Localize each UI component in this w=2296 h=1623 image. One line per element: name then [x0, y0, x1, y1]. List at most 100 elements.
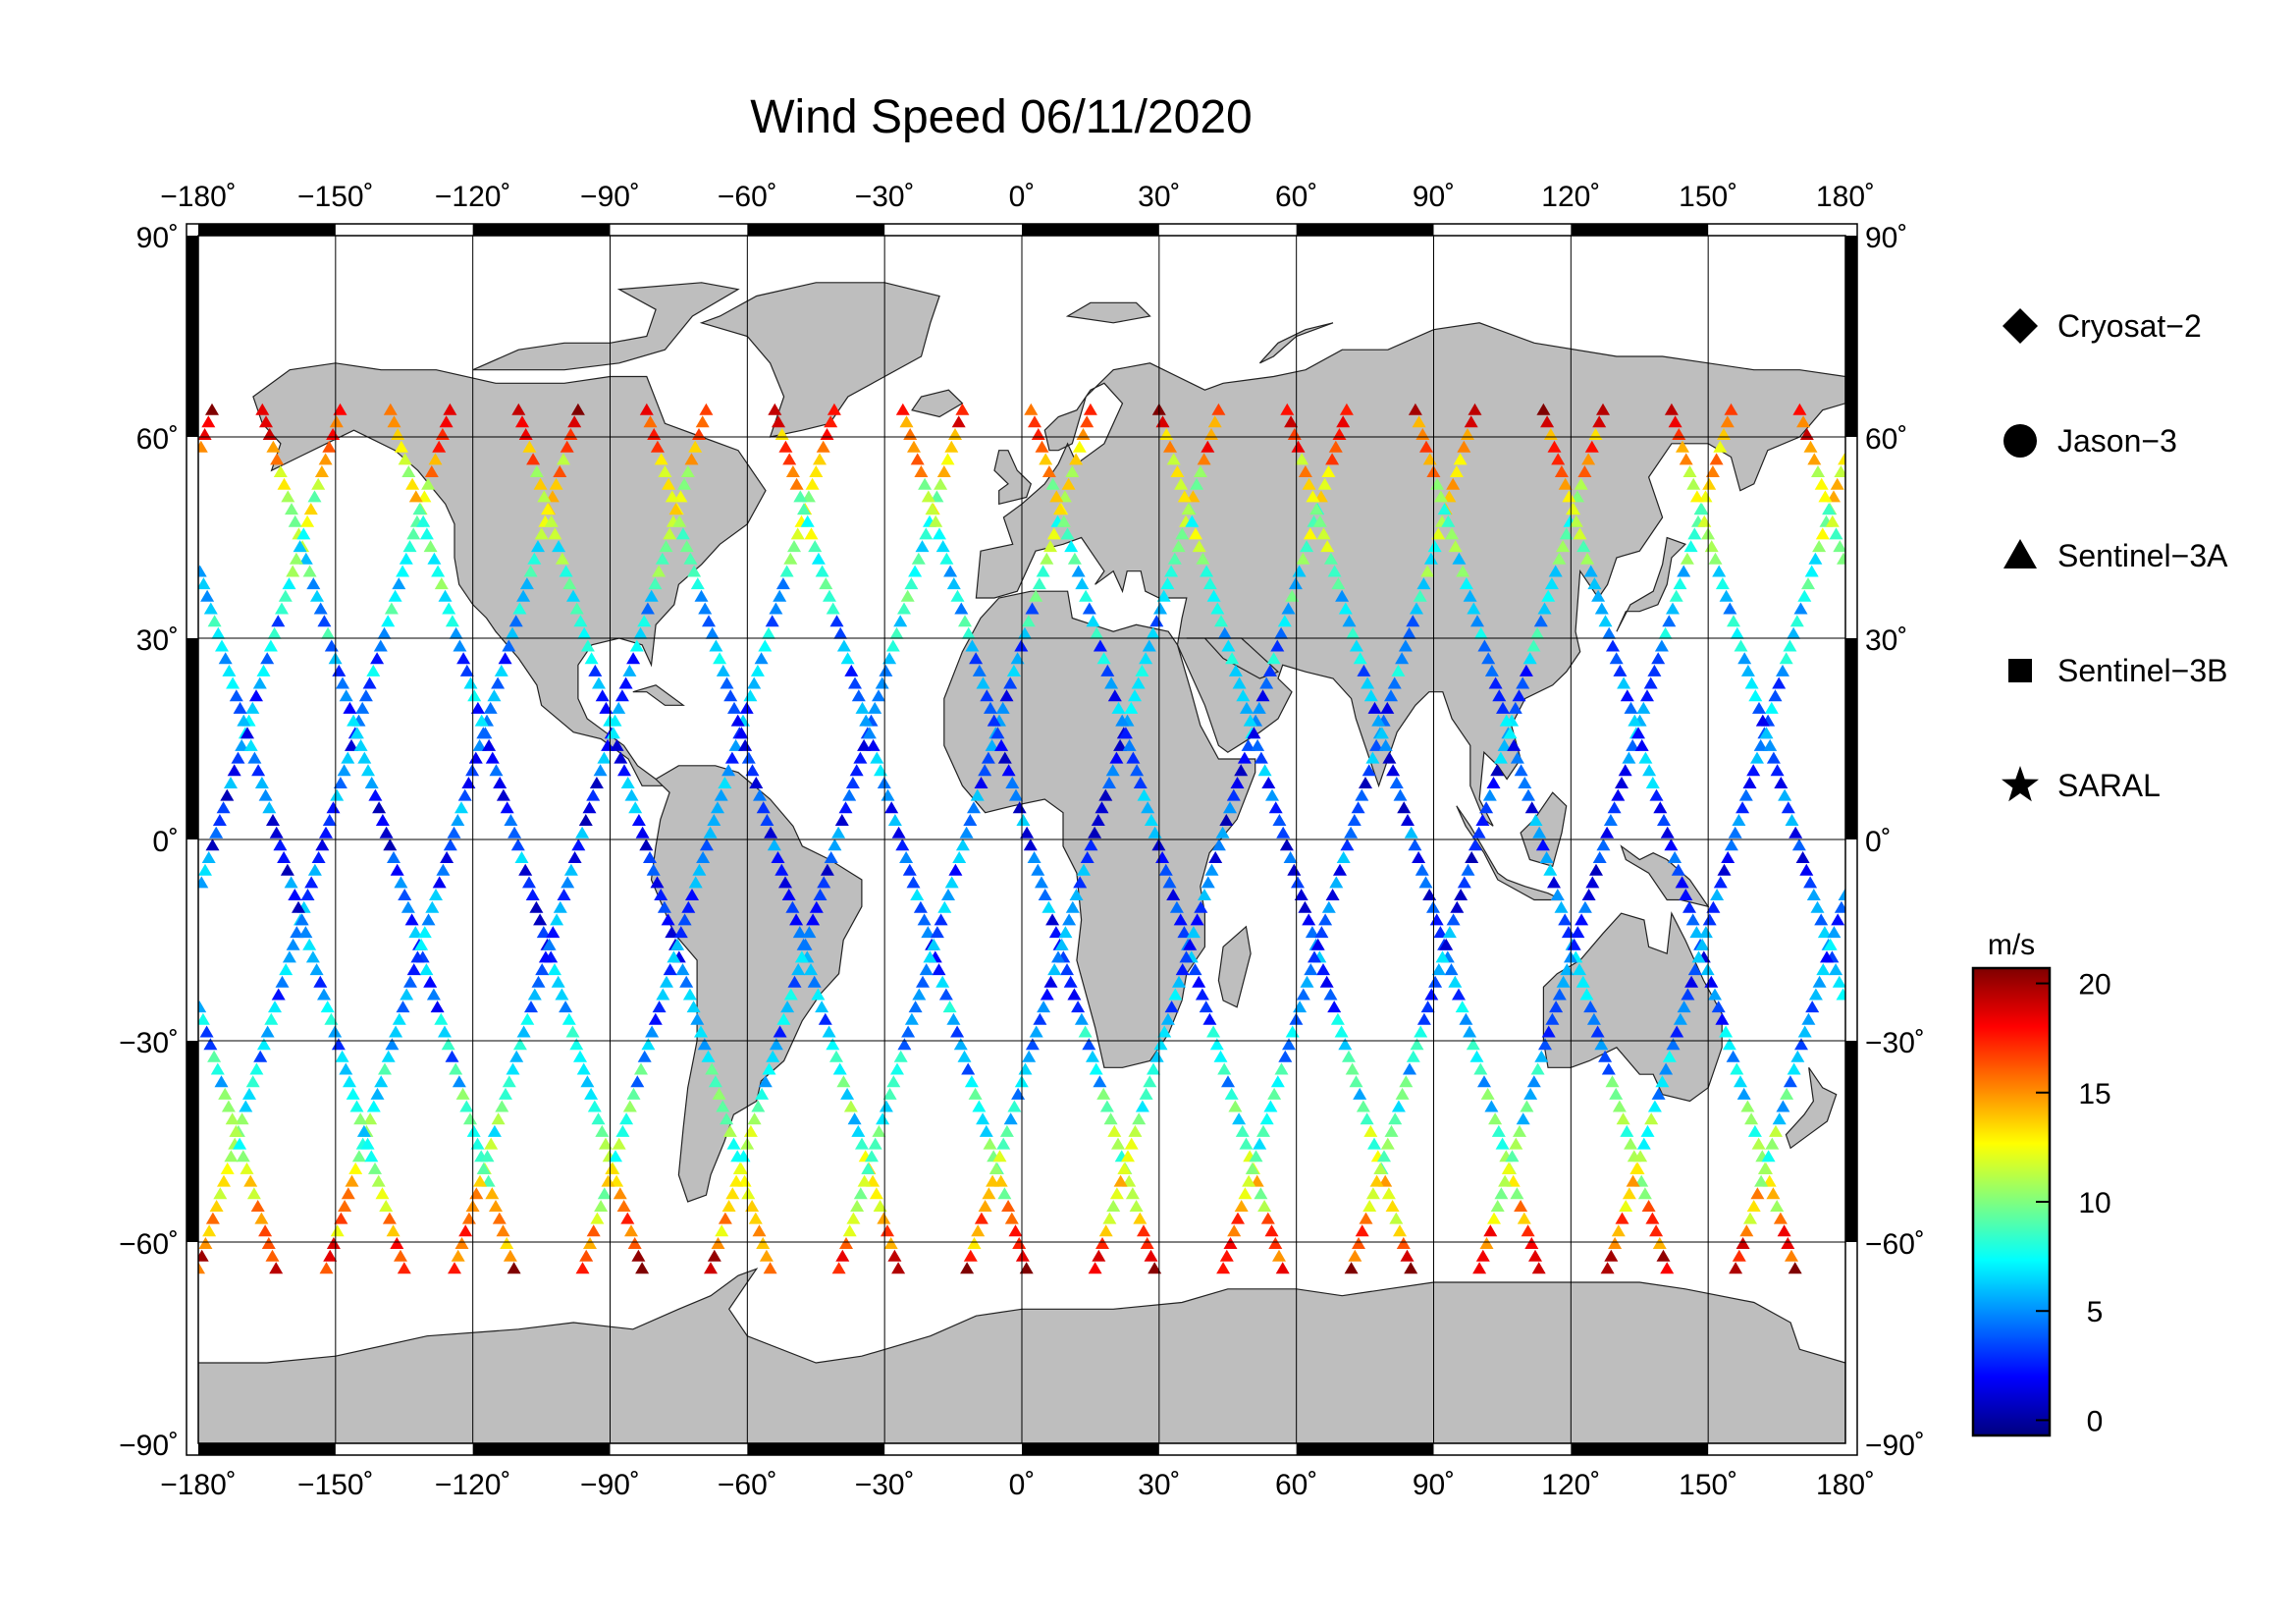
track-point — [881, 1224, 894, 1237]
track-point — [1253, 1137, 1267, 1150]
track-point — [889, 626, 904, 639]
track-point — [559, 565, 573, 577]
track-point — [1645, 1212, 1660, 1224]
track-point — [1795, 851, 1810, 863]
track-4 — [383, 403, 650, 1274]
track-point — [349, 1100, 364, 1112]
track-point — [233, 1137, 247, 1150]
track-point — [1327, 565, 1342, 577]
track-point — [406, 963, 421, 976]
track-point — [1082, 1038, 1096, 1051]
track-point — [1660, 1262, 1675, 1274]
track-point — [1122, 738, 1137, 751]
track-point — [379, 1200, 394, 1212]
track-point — [1263, 1100, 1278, 1112]
track-point — [885, 639, 900, 652]
track-point — [1192, 975, 1206, 988]
track-7 — [575, 403, 841, 1274]
track-point — [1719, 1025, 1734, 1038]
track-point — [1144, 814, 1158, 826]
track-point — [461, 777, 476, 788]
track-point — [677, 477, 692, 490]
track-point — [1385, 1200, 1400, 1212]
track-point — [293, 540, 307, 553]
track-point — [1480, 1087, 1495, 1100]
track-point — [1666, 602, 1680, 615]
track-point — [1064, 540, 1079, 553]
track-point — [982, 1187, 996, 1200]
track-point — [423, 540, 438, 553]
track-point — [1803, 876, 1818, 889]
bottom-lon-label: −150˚ — [297, 1469, 374, 1501]
track-point — [1199, 1001, 1213, 1013]
track-point — [1259, 676, 1274, 689]
legend-label: Sentinel−3A — [2057, 538, 2228, 573]
track-point — [698, 602, 713, 615]
track-point — [1348, 1249, 1362, 1262]
track-point — [597, 1187, 612, 1200]
top-lon-label: 0˚ — [1009, 181, 1036, 213]
track-point — [762, 626, 775, 639]
track-point — [300, 889, 315, 900]
track-point — [377, 626, 392, 639]
track-point — [329, 415, 344, 428]
track-point — [1533, 615, 1548, 627]
track-point — [1713, 876, 1728, 889]
track-point — [1103, 1112, 1118, 1125]
track-point — [1121, 1150, 1135, 1163]
track-point — [394, 440, 408, 453]
track-point — [1259, 1112, 1274, 1125]
track-point — [1777, 1224, 1791, 1237]
track-point — [307, 863, 322, 876]
track-point — [612, 1137, 626, 1150]
track-point — [868, 1137, 882, 1150]
track-point — [1287, 863, 1302, 876]
track-point — [1710, 889, 1725, 900]
track-point — [988, 1162, 1003, 1174]
frame-bar-bottom — [198, 1443, 336, 1455]
track-point — [1303, 527, 1317, 540]
track-point — [650, 876, 665, 889]
track-point — [522, 440, 537, 453]
track-point — [950, 589, 965, 602]
track-point — [930, 926, 944, 939]
track-point — [500, 1237, 514, 1249]
track-point — [1099, 1100, 1114, 1112]
track-point — [1575, 913, 1589, 926]
track-point — [1040, 988, 1054, 1001]
track-point — [573, 1050, 587, 1062]
track-point — [546, 926, 561, 939]
track-point — [510, 839, 525, 851]
track-point — [1577, 465, 1592, 477]
track-point — [1410, 1038, 1424, 1051]
track-point — [1463, 589, 1477, 602]
track-point — [1530, 1062, 1545, 1075]
track-point — [1662, 1050, 1677, 1062]
track-point — [1328, 440, 1343, 453]
track-point — [436, 863, 451, 876]
track-point — [984, 701, 997, 714]
track-point — [758, 639, 773, 652]
track-point — [734, 727, 749, 739]
track-point — [1659, 1062, 1674, 1075]
track-point — [443, 839, 457, 851]
track-point — [1047, 963, 1062, 976]
track-point — [247, 751, 262, 764]
track-point — [1435, 950, 1450, 963]
track-point — [1413, 589, 1427, 602]
track-point — [823, 589, 836, 602]
track-point — [1604, 1249, 1619, 1262]
track-point — [997, 751, 1012, 764]
track-point — [980, 689, 994, 702]
track-point — [366, 1100, 381, 1112]
track-point — [1641, 1200, 1656, 1212]
track-point — [797, 503, 811, 515]
track-point — [1446, 477, 1461, 490]
track-point — [1689, 490, 1704, 503]
track-point — [202, 1224, 217, 1237]
track-point — [400, 988, 414, 1001]
track-point — [250, 1200, 265, 1212]
track-point — [1746, 1200, 1761, 1212]
track-point — [578, 814, 593, 826]
track-point — [707, 814, 721, 826]
